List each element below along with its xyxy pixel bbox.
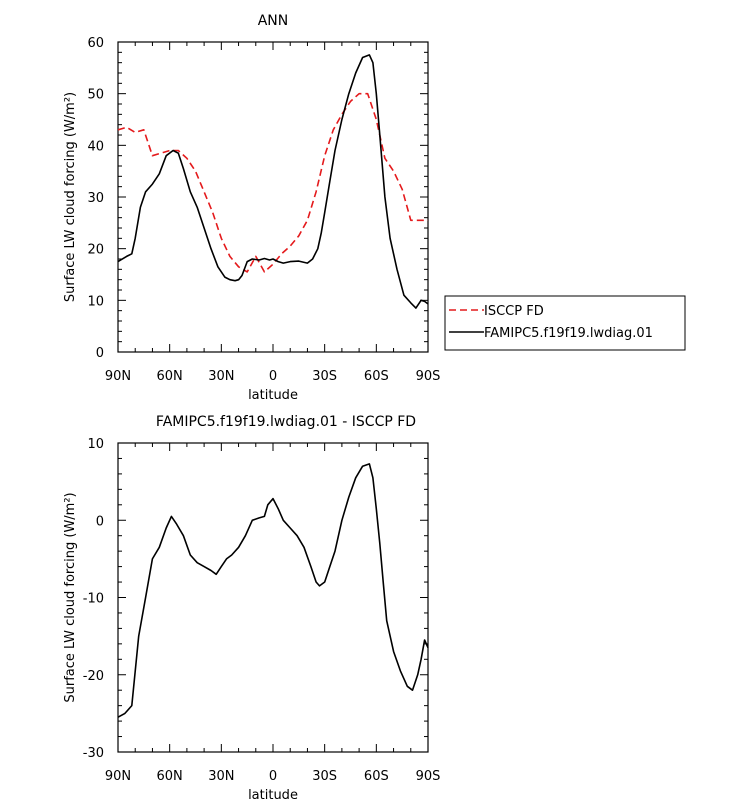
x-tick-label: 60N (157, 769, 183, 784)
chart-panel-2: FAMIPC5.f19f19.lwdiag.01 - ISCCP FD -30 -2… (63, 414, 440, 803)
y-tick-label: 10 (87, 294, 104, 309)
legend-label-1: ISCCP FD (484, 304, 544, 319)
x-tick-label: 60N (157, 369, 183, 384)
y-tick-label: 0 (96, 346, 104, 361)
plot-frame (117, 442, 429, 753)
y-tick-label: -30 (83, 746, 104, 761)
plot-frame (117, 41, 429, 353)
x-axis-label: latitude (248, 388, 298, 403)
x-tick-label: 60S (364, 369, 389, 384)
legend: ISCCP FD FAMIPC5.f19f19.lwdiag.01 (444, 295, 686, 351)
series-line-1 (117, 92, 428, 273)
y-tick-label: -20 (83, 669, 104, 684)
legend-box (444, 295, 686, 351)
x-tick-label: 90N (105, 369, 131, 384)
x-tick-label: 90S (416, 769, 441, 784)
chart-title: FAMIPC5.f19f19.lwdiag.01 - ISCCP FD (156, 414, 416, 430)
x-tick-label: 0 (269, 769, 277, 784)
series-line-1 (117, 463, 429, 718)
chart-panel-1: ANN 0 10 20 30 40 50 60 90N 60N 30N 0 30S 60S 90S latit… (63, 13, 686, 403)
x-tick-label: 90N (105, 769, 131, 784)
y-tick-label: -10 (83, 592, 104, 607)
y-axis-label: Surface LW cloud forcing (W/m²) (63, 492, 78, 702)
x-tick-label: 30N (208, 369, 234, 384)
y-tick-label: 30 (87, 191, 104, 206)
y-tick-label: 40 (87, 139, 104, 154)
y-tick-label: 0 (96, 514, 104, 529)
series-line-2 (117, 54, 429, 309)
x-tick-label: 90S (416, 369, 441, 384)
x-tick-label: 60S (364, 769, 389, 784)
x-tick-label: 0 (269, 369, 277, 384)
y-tick-label: 20 (87, 243, 104, 258)
y-axis-label: Surface LW cloud forcing (W/m²) (63, 92, 78, 302)
y-tick-label: 50 (87, 88, 104, 103)
chart-title: ANN (258, 13, 289, 29)
y-tick-label: 60 (87, 36, 104, 51)
x-axis-label: latitude (248, 788, 298, 803)
legend-label-2: FAMIPC5.f19f19.lwdiag.01 (484, 326, 653, 341)
x-tick-label: 30N (208, 769, 234, 784)
x-tick-label: 30S (312, 769, 337, 784)
y-tick-label: 10 (87, 437, 104, 452)
x-tick-label: 30S (312, 369, 337, 384)
